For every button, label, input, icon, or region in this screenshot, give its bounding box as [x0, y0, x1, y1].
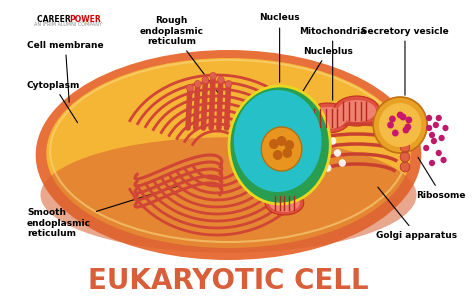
Circle shape — [305, 134, 312, 142]
Text: EUKARYOTIC CELL: EUKARYOTIC CELL — [88, 267, 369, 295]
Ellipse shape — [337, 100, 376, 122]
Circle shape — [187, 85, 193, 92]
Circle shape — [402, 126, 410, 134]
Text: Nucleus: Nucleus — [259, 14, 300, 82]
Circle shape — [379, 103, 421, 147]
Circle shape — [310, 159, 317, 167]
Text: Ribosome: Ribosome — [417, 157, 466, 199]
Circle shape — [400, 152, 410, 162]
Text: Cytoplasm: Cytoplasm — [27, 81, 81, 123]
Circle shape — [389, 115, 396, 122]
Circle shape — [315, 141, 322, 149]
Ellipse shape — [261, 127, 302, 171]
Circle shape — [283, 148, 292, 158]
Circle shape — [431, 138, 437, 144]
Circle shape — [269, 139, 279, 149]
Ellipse shape — [46, 58, 411, 248]
Circle shape — [438, 135, 445, 141]
Circle shape — [338, 159, 346, 167]
Circle shape — [392, 129, 399, 136]
Text: Golgi apparatus: Golgi apparatus — [376, 187, 457, 239]
Circle shape — [387, 122, 394, 128]
Text: Secretory vesicle: Secretory vesicle — [361, 26, 449, 95]
Circle shape — [284, 140, 294, 150]
Circle shape — [225, 81, 232, 88]
Circle shape — [404, 124, 411, 131]
Ellipse shape — [40, 137, 417, 253]
Circle shape — [218, 76, 224, 84]
Circle shape — [334, 149, 341, 157]
Ellipse shape — [265, 191, 304, 215]
Circle shape — [273, 150, 283, 160]
Circle shape — [397, 112, 403, 118]
Ellipse shape — [269, 194, 300, 212]
Text: Cell membrane: Cell membrane — [27, 41, 104, 102]
Circle shape — [210, 72, 217, 79]
Text: Nucleolus: Nucleolus — [286, 46, 353, 119]
Text: CAREER: CAREER — [36, 15, 73, 24]
Circle shape — [433, 122, 439, 128]
Circle shape — [426, 115, 432, 121]
Ellipse shape — [229, 86, 330, 204]
Circle shape — [277, 136, 286, 146]
Circle shape — [400, 162, 410, 172]
Text: Mitochondria: Mitochondria — [299, 26, 366, 100]
Circle shape — [319, 151, 327, 159]
Text: POWER: POWER — [69, 15, 101, 24]
Circle shape — [405, 116, 412, 124]
Circle shape — [313, 129, 320, 137]
Circle shape — [436, 150, 442, 156]
Circle shape — [400, 142, 410, 152]
Circle shape — [440, 157, 447, 163]
Ellipse shape — [334, 96, 380, 126]
Circle shape — [423, 145, 429, 151]
Circle shape — [373, 97, 427, 153]
Ellipse shape — [309, 107, 347, 129]
Text: AN IFRIM ALUMNI COMPANY: AN IFRIM ALUMNI COMPANY — [34, 22, 102, 27]
Circle shape — [324, 164, 331, 172]
Circle shape — [329, 137, 337, 145]
Circle shape — [202, 76, 209, 84]
Circle shape — [426, 125, 432, 131]
Circle shape — [300, 147, 308, 155]
Ellipse shape — [305, 103, 351, 133]
Text: Rough
endoplasmic
reticulum: Rough endoplasmic reticulum — [140, 16, 218, 93]
Circle shape — [442, 125, 448, 131]
Circle shape — [436, 115, 442, 121]
Circle shape — [400, 114, 406, 121]
Circle shape — [194, 81, 201, 88]
Ellipse shape — [36, 50, 421, 260]
Text: Smooth
endoplasmic
reticulum: Smooth endoplasmic reticulum — [27, 186, 179, 238]
Ellipse shape — [234, 90, 321, 192]
Circle shape — [429, 132, 435, 138]
Circle shape — [429, 160, 435, 166]
